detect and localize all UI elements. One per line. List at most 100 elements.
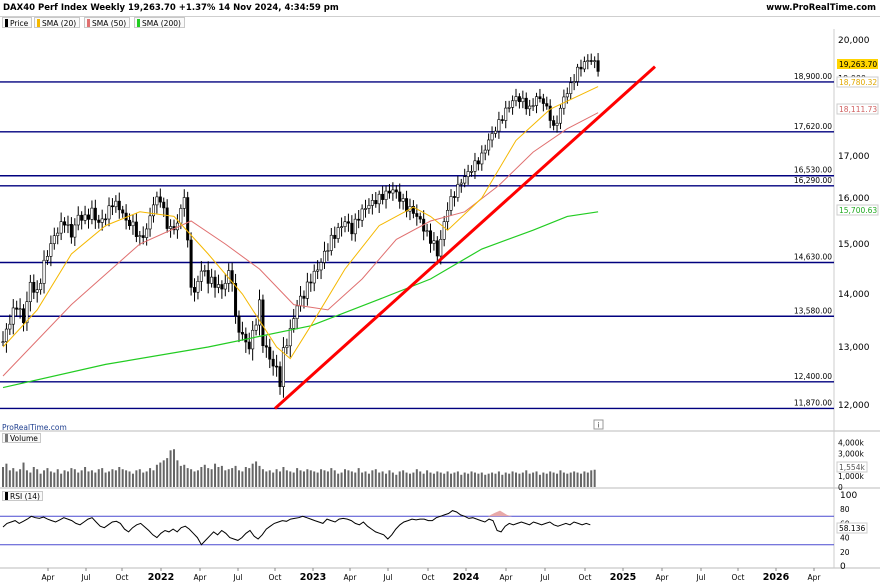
candle-body[interactable] bbox=[480, 152, 484, 165]
candle-body[interactable] bbox=[309, 281, 313, 284]
volume-bar[interactable] bbox=[436, 471, 439, 487]
volume-bar[interactable] bbox=[207, 468, 210, 487]
candle-body[interactable] bbox=[299, 295, 303, 307]
candle-body[interactable] bbox=[4, 328, 8, 343]
candle-body[interactable] bbox=[138, 235, 142, 237]
candle-body[interactable] bbox=[162, 201, 166, 209]
legend-item-sma20[interactable]: SMA (20) bbox=[34, 17, 81, 28]
volume-bar[interactable] bbox=[285, 470, 288, 487]
candle-body[interactable] bbox=[121, 209, 125, 214]
candle-body[interactable] bbox=[110, 205, 114, 208]
candle-body[interactable] bbox=[114, 200, 118, 208]
candle-body[interactable] bbox=[244, 333, 248, 343]
candle-body[interactable] bbox=[558, 107, 562, 124]
candle-body[interactable] bbox=[350, 222, 354, 235]
volume-bar[interactable] bbox=[84, 467, 87, 487]
volume-bar[interactable] bbox=[367, 473, 370, 487]
candle-body[interactable] bbox=[326, 250, 330, 252]
candle-body[interactable] bbox=[63, 221, 67, 226]
volume-bar[interactable] bbox=[138, 469, 141, 487]
volume-bar[interactable] bbox=[473, 472, 476, 487]
volume-bar[interactable] bbox=[576, 472, 579, 487]
candle-body[interactable] bbox=[507, 107, 511, 109]
candle-body[interactable] bbox=[343, 221, 347, 227]
volume-bar[interactable] bbox=[186, 468, 189, 487]
volume-bar[interactable] bbox=[296, 468, 299, 487]
volume-bar[interactable] bbox=[330, 468, 333, 487]
volume-bar[interactable] bbox=[125, 470, 128, 487]
volume-bar[interactable] bbox=[261, 469, 264, 487]
volume-bar[interactable] bbox=[429, 472, 432, 487]
volume-bar[interactable] bbox=[279, 471, 282, 487]
volume-bar[interactable] bbox=[162, 460, 165, 487]
volume-bar[interactable] bbox=[419, 471, 422, 487]
volume-bar[interactable] bbox=[60, 473, 63, 487]
candle-body[interactable] bbox=[490, 133, 494, 141]
candle-body[interactable] bbox=[572, 81, 576, 84]
candle-body[interactable] bbox=[169, 226, 173, 229]
volume-bar[interactable] bbox=[388, 470, 391, 487]
candle-body[interactable] bbox=[104, 218, 108, 221]
volume-bar[interactable] bbox=[402, 470, 405, 487]
volume-bar[interactable] bbox=[22, 462, 25, 487]
volume-bar[interactable] bbox=[415, 469, 418, 487]
candle-body[interactable] bbox=[145, 228, 149, 238]
candle-body[interactable] bbox=[340, 226, 344, 228]
volume-bar[interactable] bbox=[538, 474, 541, 487]
candle-body[interactable] bbox=[593, 60, 597, 62]
candle-body[interactable] bbox=[528, 105, 532, 110]
volume-bar[interactable] bbox=[364, 471, 367, 487]
volume-bar[interactable] bbox=[131, 473, 134, 487]
candle-body[interactable] bbox=[425, 230, 429, 233]
candle-body[interactable] bbox=[158, 196, 162, 203]
candle-body[interactable] bbox=[93, 207, 97, 221]
candle-body[interactable] bbox=[353, 218, 357, 235]
volume-bar[interactable] bbox=[535, 471, 538, 487]
volume-bar[interactable] bbox=[579, 473, 582, 487]
volume-bar[interactable] bbox=[378, 472, 381, 487]
volume-label[interactable]: Volume bbox=[2, 433, 41, 443]
candle-body[interactable] bbox=[295, 305, 299, 319]
volume-bar[interactable] bbox=[94, 472, 97, 487]
candle-body[interactable] bbox=[329, 234, 333, 251]
candle-body[interactable] bbox=[45, 256, 49, 261]
candle-body[interactable] bbox=[39, 283, 43, 290]
volume-bar[interactable] bbox=[149, 468, 152, 487]
volume-bar[interactable] bbox=[299, 470, 302, 487]
candle-body[interactable] bbox=[541, 98, 545, 104]
candle-body[interactable] bbox=[364, 208, 368, 210]
candle-body[interactable] bbox=[545, 103, 549, 107]
candle-body[interactable] bbox=[552, 120, 556, 126]
volume-bar[interactable] bbox=[5, 463, 8, 487]
candle-body[interactable] bbox=[514, 96, 518, 102]
volume-bar[interactable] bbox=[412, 472, 415, 487]
volume-bar[interactable] bbox=[590, 470, 593, 487]
volume-bar[interactable] bbox=[374, 469, 377, 487]
candle-body[interactable] bbox=[203, 270, 207, 272]
candle-body[interactable] bbox=[360, 208, 364, 221]
volume-bar[interactable] bbox=[395, 474, 398, 487]
candle-body[interactable] bbox=[582, 61, 586, 70]
candle-body[interactable] bbox=[473, 160, 477, 172]
volume-bar[interactable] bbox=[159, 462, 162, 487]
candle-body[interactable] bbox=[346, 221, 350, 224]
volume-bar[interactable] bbox=[135, 470, 138, 487]
candle-body[interactable] bbox=[240, 332, 244, 335]
candle-body[interactable] bbox=[394, 189, 398, 193]
candle-body[interactable] bbox=[432, 240, 436, 244]
candle-body[interactable] bbox=[220, 284, 224, 290]
volume-bar[interactable] bbox=[586, 472, 589, 487]
volume-bar[interactable] bbox=[2, 467, 4, 487]
candle-body[interactable] bbox=[428, 230, 432, 244]
rsi-line[interactable] bbox=[2, 510, 591, 546]
candle-body[interactable] bbox=[193, 287, 197, 293]
volume-bar[interactable] bbox=[573, 471, 576, 487]
volume-bar[interactable] bbox=[231, 468, 234, 487]
candle-body[interactable] bbox=[302, 295, 306, 299]
volume-bar[interactable] bbox=[460, 474, 463, 487]
candle-body[interactable] bbox=[357, 218, 361, 221]
volume-bar[interactable] bbox=[66, 471, 69, 487]
candle-body[interactable] bbox=[521, 97, 525, 103]
candle-body[interactable] bbox=[439, 238, 443, 257]
candle-body[interactable] bbox=[596, 60, 600, 72]
